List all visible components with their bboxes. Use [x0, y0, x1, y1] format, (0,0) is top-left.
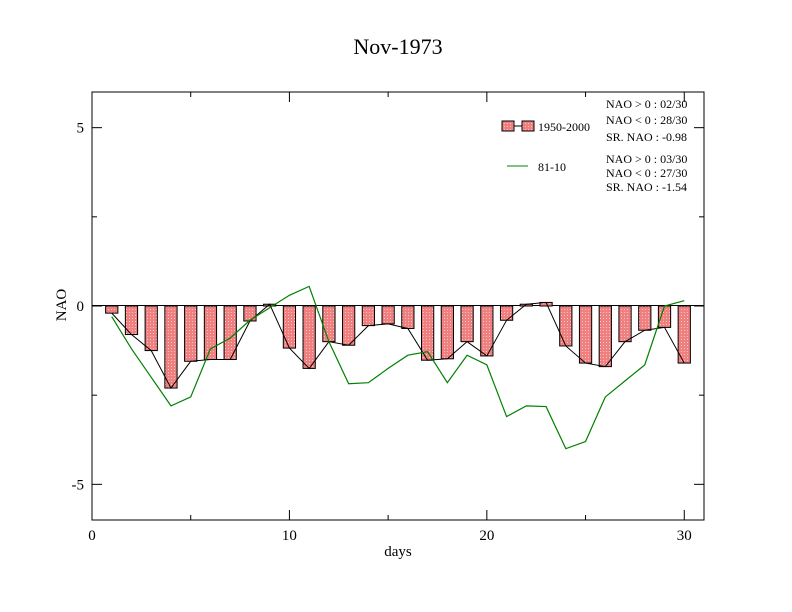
x-tick-label: 30: [677, 528, 692, 544]
bar-day-1: [105, 305, 119, 314]
bar-day-8: [243, 305, 257, 322]
legend-swatch-1950-2000-left: [501, 120, 515, 132]
bar-series: [105, 301, 691, 389]
bar-day-26: [598, 305, 612, 368]
legend-swatch-1950-2000-right: [521, 120, 535, 132]
bar-day-5: [184, 305, 198, 362]
bar-day-12: [322, 305, 336, 343]
y-axis-label: NAO: [54, 289, 70, 322]
stat-1950-2000-sr: SR. NAO : -0.98: [606, 130, 687, 144]
bar-day-24: [559, 305, 573, 347]
bar-day-11: [302, 305, 316, 369]
bar-day-29: [657, 305, 672, 328]
x-axis-label: days: [384, 544, 412, 560]
stat-81-10-positive: NAO > 0 : 03/30: [606, 152, 687, 166]
bar-day-21: [499, 305, 514, 321]
legend: 1950-2000 81-10 NAO > 0 : 02/30 NAO < 0 …: [501, 97, 687, 194]
bar-series-connector: [111, 301, 685, 389]
x-tick-label: 20: [479, 528, 494, 544]
bar-day-13: [342, 305, 356, 346]
legend-label-1950-2000: 1950-2000: [538, 120, 590, 134]
bar-day-15: [381, 305, 395, 325]
bar-day-25: [578, 305, 593, 364]
y-tick-label: 5: [77, 121, 85, 137]
legend-label-81-10: 81-10: [538, 160, 566, 174]
stat-1950-2000-negative: NAO < 0 : 28/30: [606, 113, 687, 127]
stat-1950-2000-positive: NAO > 0 : 02/30: [606, 97, 687, 111]
x-tick-label: 10: [282, 528, 297, 544]
bar-day-16: [401, 305, 415, 329]
stat-81-10-sr: SR. NAO : -1.54: [606, 180, 687, 194]
bar-day-18: [440, 305, 454, 360]
line-81-10: [111, 285, 685, 450]
stat-81-10-negative: NAO < 0 : 27/30: [606, 166, 687, 180]
bar-day-3: [144, 305, 158, 352]
chart-title: Nov-1973: [353, 34, 442, 59]
bar-day-6: [203, 305, 218, 360]
bar-day-14: [361, 305, 376, 327]
y-tick-label: -5: [72, 477, 85, 493]
bar-day-10: [282, 305, 297, 349]
axis-ticks: 0 10 20 30 -5 0 5: [72, 92, 704, 544]
y-tick-label: 0: [77, 299, 85, 315]
bar-day-19: [460, 305, 474, 343]
bar-day-4: [164, 305, 178, 389]
bar-day-27: [618, 305, 632, 343]
bar-day-28: [638, 305, 652, 331]
line-series: [111, 285, 685, 450]
x-tick-label: 0: [88, 528, 96, 544]
